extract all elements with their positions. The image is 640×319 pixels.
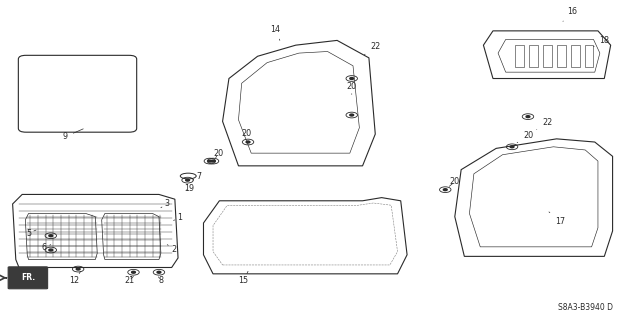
Circle shape: [157, 271, 161, 273]
Text: 20: 20: [517, 131, 533, 143]
Circle shape: [208, 160, 212, 162]
Text: 20: 20: [347, 82, 356, 94]
Text: 1: 1: [173, 213, 182, 222]
Bar: [529, 45, 538, 67]
Text: 9: 9: [63, 129, 83, 141]
Circle shape: [510, 146, 514, 148]
Text: 21: 21: [124, 276, 134, 285]
Text: 22: 22: [364, 42, 380, 55]
Text: 7: 7: [193, 172, 202, 181]
Text: 5: 5: [26, 229, 36, 238]
Circle shape: [350, 114, 354, 116]
Text: 2: 2: [167, 245, 176, 254]
Text: 18: 18: [593, 36, 609, 47]
Circle shape: [76, 268, 80, 270]
Circle shape: [246, 141, 250, 143]
FancyBboxPatch shape: [8, 267, 47, 289]
Circle shape: [49, 235, 52, 237]
Bar: [585, 45, 593, 67]
Text: 20: 20: [213, 149, 223, 158]
Bar: [515, 45, 524, 67]
Circle shape: [49, 249, 52, 251]
Circle shape: [526, 116, 530, 118]
Circle shape: [132, 271, 136, 273]
Text: 22: 22: [537, 118, 552, 130]
Text: 19: 19: [184, 184, 194, 193]
Text: 17: 17: [549, 212, 565, 226]
Circle shape: [211, 160, 215, 162]
Text: 20: 20: [449, 177, 460, 186]
Text: 12: 12: [69, 271, 81, 285]
Circle shape: [444, 189, 447, 191]
Bar: [543, 45, 552, 67]
Text: S8A3-B3940 D: S8A3-B3940 D: [557, 303, 612, 312]
Text: 14: 14: [270, 25, 280, 41]
Text: 8: 8: [158, 276, 163, 285]
Bar: [572, 45, 579, 67]
Circle shape: [186, 179, 189, 181]
Text: FR.: FR.: [21, 273, 35, 282]
Text: 16: 16: [563, 7, 577, 21]
Text: 20: 20: [242, 129, 252, 141]
Text: 6: 6: [42, 243, 51, 252]
Circle shape: [350, 78, 354, 79]
Bar: [557, 45, 566, 67]
Text: 15: 15: [239, 271, 248, 285]
Text: 3: 3: [161, 199, 170, 208]
